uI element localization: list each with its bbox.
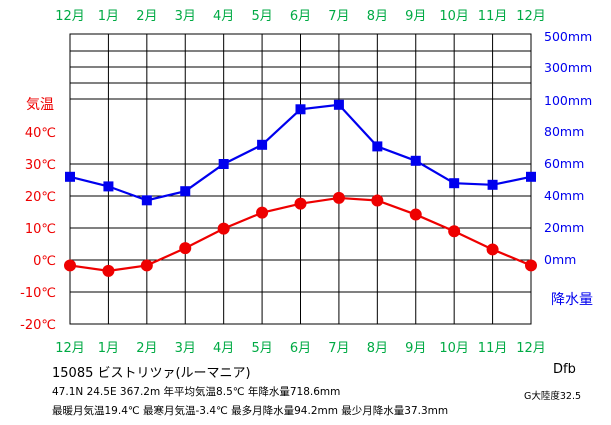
month-label-top: 10月 bbox=[439, 9, 469, 24]
month-label-top: 6月 bbox=[290, 9, 311, 24]
month-label-bottom: 12月 bbox=[516, 341, 546, 356]
koppen-classification: Dfb bbox=[553, 362, 576, 377]
temperature-axis-title: 気温 bbox=[26, 97, 54, 113]
month-label-bottom: 4月 bbox=[213, 341, 234, 356]
temperature-point bbox=[332, 191, 345, 204]
month-label-top: 3月 bbox=[175, 9, 196, 24]
station-extremes: 最暖月気温19.4℃ 最寒月気温-3.4℃ 最多月降水量94.2mm 最少月降水… bbox=[52, 405, 449, 417]
month-label-top: 9月 bbox=[405, 9, 426, 24]
series-markers bbox=[64, 99, 537, 277]
month-label-top: 4月 bbox=[213, 9, 234, 24]
temperature-tick-label: 30℃ bbox=[25, 158, 56, 173]
temperature-tick-label: 40℃ bbox=[25, 126, 56, 141]
temperature-point bbox=[256, 206, 269, 219]
month-label-bottom: 11月 bbox=[478, 341, 508, 356]
month-label-bottom: 3月 bbox=[175, 341, 196, 356]
precipitation-tick-label: 0mm bbox=[544, 252, 576, 267]
precipitation-point bbox=[526, 171, 536, 182]
temperature-point bbox=[409, 208, 422, 221]
precipitation-point bbox=[257, 139, 268, 150]
month-label-bottom: 9月 bbox=[405, 341, 426, 356]
temperature-point bbox=[140, 259, 153, 272]
precipitation-tick-label: 60mm bbox=[544, 156, 584, 171]
month-label-top: 12月 bbox=[516, 9, 546, 24]
precipitation-tick-label: 80mm bbox=[544, 124, 584, 139]
month-label-top: 11月 bbox=[478, 9, 508, 24]
temperature-tick-label: 20℃ bbox=[25, 190, 56, 205]
climate-chart: 12月 12月 1月 1月 2月 2月 3月 3月 4月 4月 5月 5月 6月 6月 7月 7月 8月 8月 9月… bbox=[20, 9, 593, 356]
precipitation-point bbox=[295, 104, 306, 115]
precipitation-point bbox=[218, 159, 229, 169]
precipitation-point bbox=[487, 179, 498, 190]
temperature-point bbox=[448, 225, 461, 238]
month-label-top: 7月 bbox=[328, 9, 349, 24]
continentality-index: G大陸度32.5 bbox=[524, 391, 582, 402]
station-title: 15085 ビストリツァ(ルーマニア) bbox=[52, 366, 251, 381]
precipitation-point bbox=[333, 99, 344, 110]
month-label-bottom: 12月 bbox=[55, 341, 85, 356]
month-label-top: 5月 bbox=[251, 9, 272, 24]
temperature-tick-label: -20℃ bbox=[20, 318, 56, 333]
month-label-top: 2月 bbox=[136, 9, 157, 24]
temperature-point bbox=[179, 242, 192, 255]
temperature-tick-label: -10℃ bbox=[20, 286, 56, 301]
month-label-bottom: 5月 bbox=[251, 341, 272, 356]
precipitation-point bbox=[410, 155, 421, 166]
month-label-bottom: 7月 bbox=[328, 341, 349, 356]
precipitation-point bbox=[372, 141, 383, 152]
month-label-top: 1月 bbox=[98, 9, 119, 24]
precipitation-point bbox=[103, 181, 114, 192]
precipitation-point bbox=[180, 186, 191, 197]
temperature-point bbox=[525, 259, 537, 272]
month-label-bottom: 10月 bbox=[439, 341, 469, 356]
temperature-point bbox=[64, 259, 76, 272]
precipitation-tick-label: 20mm bbox=[544, 220, 584, 235]
precipitation-axis-title: 降水量 bbox=[551, 292, 593, 308]
temperature-tick-label: 10℃ bbox=[25, 222, 56, 237]
temperature-tick-label: 0℃ bbox=[33, 254, 56, 269]
month-label-bottom: 6月 bbox=[290, 341, 311, 356]
precipitation-point bbox=[449, 178, 460, 189]
temperature-point bbox=[486, 243, 499, 256]
axis-labels: 12月 12月 1月 1月 2月 2月 3月 3月 4月 4月 5月 5月 6月 6月 7月 7月 8月 8月 9月… bbox=[20, 9, 593, 356]
month-label-top: 8月 bbox=[367, 9, 388, 24]
precipitation-tick-label: 40mm bbox=[544, 188, 584, 203]
month-label-bottom: 2月 bbox=[136, 341, 157, 356]
month-label-bottom: 8月 bbox=[367, 341, 388, 356]
temperature-point bbox=[294, 197, 307, 210]
temperature-point bbox=[102, 264, 115, 277]
precipitation-tick-label: 500mm bbox=[544, 29, 592, 44]
precipitation-point bbox=[141, 195, 152, 206]
precipitation-tick-label: 300mm bbox=[544, 60, 592, 75]
station-summary: 47.1N 24.5E 367.2m 年平均気温8.5℃ 年降水量718.6mm bbox=[52, 386, 341, 398]
precipitation-point bbox=[65, 171, 75, 182]
temperature-point bbox=[371, 194, 384, 207]
grid-lines bbox=[69, 33, 532, 325]
month-label-bottom: 1月 bbox=[98, 341, 119, 356]
precipitation-tick-label: 100mm bbox=[544, 93, 592, 108]
temperature-point bbox=[217, 222, 230, 235]
month-label-top: 12月 bbox=[55, 9, 85, 24]
